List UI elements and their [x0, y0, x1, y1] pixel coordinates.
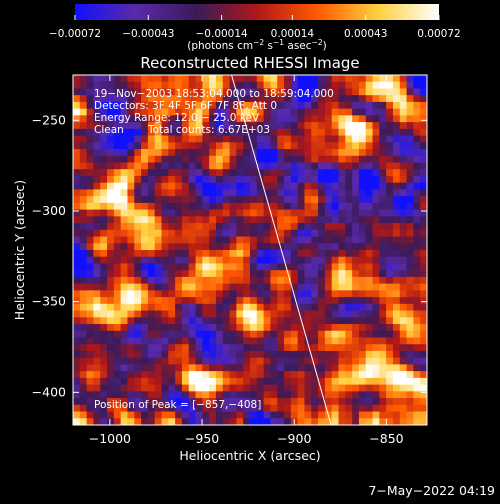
colorbar-tick-label: −0.00043: [122, 28, 174, 40]
x-tick-label: −850: [369, 431, 403, 446]
colorbar: [75, 4, 439, 20]
y-axis-label: Heliocentric Y (arcsec): [12, 180, 27, 320]
annotation-clean: Clean: [94, 124, 124, 136]
chart-title: Reconstructed RHESSI Image: [140, 54, 359, 72]
heatmap-image: [73, 75, 427, 425]
y-axis: −250 −300 −350 −400: [32, 112, 427, 399]
annotation-time-range: 19−Nov−2003 18:53:04.000 to 18:59:04.000: [94, 88, 334, 100]
x-axis: −1000 −950 −900 −850: [89, 75, 404, 446]
annotations: 19−Nov−2003 18:53:04.000 to 18:59:04.000…: [94, 88, 334, 411]
annotation-counts: Total counts: 6.67E+03: [147, 124, 270, 136]
y-tick-label: −400: [32, 384, 66, 399]
y-tick-label: −250: [32, 112, 66, 127]
x-tick-label: −1000: [89, 431, 131, 446]
y-tick-label: −300: [32, 203, 66, 218]
colorbar-tick-label: 0.00014: [271, 28, 315, 40]
annotation-peak: Position of Peak = [−857,−408]: [94, 399, 261, 411]
annotation-detectors: Detectors: 3F 4F 5F 6F 7F 8F, Att 0: [94, 100, 277, 112]
colorbar-tick-label: 0.00043: [344, 28, 387, 40]
colorbar-tick-label: −0.00014: [196, 28, 249, 40]
footer-timestamp: 7−May−2022 04:19: [368, 483, 495, 498]
x-tick-label: −950: [185, 431, 219, 446]
solar-limb-line: [231, 75, 332, 425]
annotation-energy: Energy Range: 12.0 − 25.0 keV: [94, 112, 260, 124]
y-tick-label: −350: [32, 294, 66, 309]
colorbar-units: (photons cm−2 s−1 asec−2): [187, 38, 326, 52]
colorbar-tick-label: 0.00072: [417, 28, 460, 40]
x-tick-label: −900: [277, 431, 311, 446]
colorbar-ticks: −0.00072 −0.00043 −0.00014 0.00014 0.00043 0.…: [49, 15, 461, 40]
colorbar-tick-label: −0.00072: [49, 28, 101, 40]
x-axis-label: Heliocentric X (arcsec): [179, 448, 320, 463]
plot-frame: [72, 74, 428, 426]
